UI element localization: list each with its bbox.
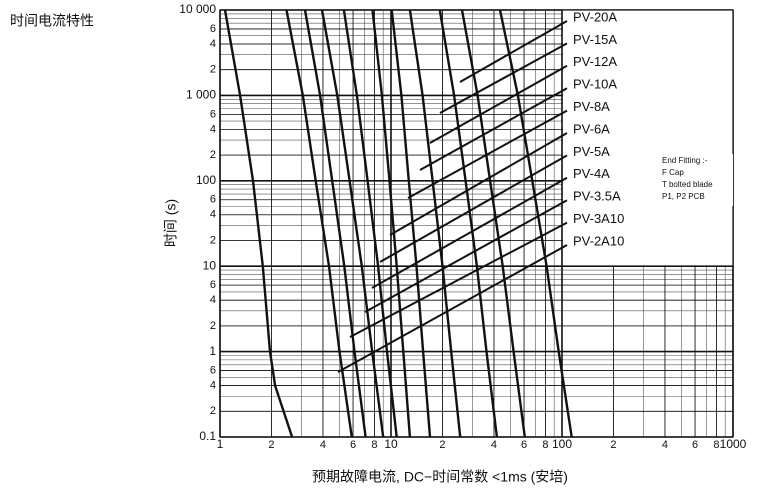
fuse-curve: [342, 9, 398, 438]
legend-label: PV-5A: [573, 144, 610, 159]
legend-label: PV-3A10: [573, 211, 624, 226]
y-tick-label: 6: [210, 108, 216, 120]
x-tick-label: 4: [491, 439, 497, 451]
note-text: F Cap: [662, 168, 684, 177]
legend-label: PV-10A: [573, 77, 617, 92]
x-tick-label: 6: [692, 439, 698, 451]
y-tick-label: 2: [210, 149, 216, 161]
fuse-curve: [223, 9, 294, 438]
leader-line: [337, 244, 568, 373]
y-tick-label: 2: [210, 64, 216, 76]
y-tick-label: 6: [210, 23, 216, 35]
x-axis-label: 预期故障电流, DC−时间常数 <1ms (安培): [312, 469, 568, 485]
legend-label: PV-8A: [573, 99, 610, 114]
y-tick-label: 4: [210, 209, 216, 221]
y-tick-label: 10: [203, 258, 217, 272]
leader-line: [419, 87, 568, 171]
x-tick-label: 4: [320, 439, 326, 451]
leader-line: [407, 109, 568, 199]
y-tick-label: 6: [210, 364, 216, 376]
note-text: T bolted blade: [662, 180, 713, 189]
x-tick-label: 6: [350, 439, 356, 451]
note-text: P1, P2 PCB: [662, 192, 705, 201]
x-tick-label: 100: [552, 437, 572, 451]
y-tick-label: 6: [210, 194, 216, 206]
leader-line: [379, 154, 568, 263]
fuse-curve: [390, 9, 432, 438]
legend-label: PV-6A: [573, 121, 610, 136]
legend-area: [563, 10, 733, 266]
y-tick-label: 2: [210, 234, 216, 246]
x-tick-label: 8: [542, 439, 548, 451]
fuse-curve: [460, 9, 526, 438]
chart-title: 时间电流特性: [10, 13, 94, 29]
x-tick-label: 1: [217, 437, 224, 451]
legend-label: PV-3.5A: [573, 189, 621, 204]
x-tick-label: 2: [610, 439, 616, 451]
legend-label: PV-2A10: [573, 233, 624, 248]
y-tick-label: 4: [210, 38, 216, 50]
y-tick-label: 4: [210, 294, 216, 306]
y-tick-label: 1: [209, 344, 216, 358]
y-tick-label: 6: [210, 279, 216, 291]
fuse-curve: [303, 9, 367, 438]
y-tick-label: 1 000: [186, 88, 216, 102]
leader-line: [439, 42, 568, 114]
y-tick-label: 0.1: [199, 429, 216, 443]
leader-line: [429, 64, 568, 144]
fuse-curve: [438, 9, 499, 438]
legend-label: PV-12A: [573, 54, 617, 69]
y-tick-label: 2: [210, 405, 216, 417]
x-tick-label: 2: [439, 439, 445, 451]
x-tick-label: 6: [521, 439, 527, 451]
leader-line: [459, 20, 568, 83]
plot-frame: [219, 9, 734, 438]
x-tick-label: 4: [662, 439, 668, 451]
legend-label: PV-20A: [573, 9, 617, 24]
leader-line: [371, 176, 568, 289]
y-tick-label: 4: [210, 379, 216, 391]
note-box: [659, 154, 733, 206]
y-tick-label: 10 000: [179, 2, 216, 16]
leader-line: [389, 132, 568, 236]
y-tick-label: 100: [196, 173, 216, 187]
x-tick-label: 2: [268, 439, 274, 451]
x-tick-label: 8: [371, 439, 377, 451]
legend-label: PV-15A: [573, 32, 617, 47]
leader-line: [349, 221, 568, 338]
x-tick-label: 8: [713, 439, 719, 451]
fuse-curve: [408, 9, 462, 438]
fuse-curve: [371, 9, 412, 438]
fuse-curve: [320, 9, 385, 438]
y-axis-label: 时间 (s): [163, 199, 179, 247]
x-tick-label: 10: [384, 437, 398, 451]
legend-label: PV-4A: [573, 166, 610, 181]
leader-line: [364, 199, 568, 313]
y-tick-label: 2: [210, 320, 216, 332]
fuse-curve: [285, 9, 353, 438]
fuse-curve: [498, 9, 573, 438]
x-tick-label: 1000: [720, 437, 747, 451]
note-text: End Fitting :-: [662, 156, 708, 165]
y-tick-label: 4: [210, 123, 216, 135]
